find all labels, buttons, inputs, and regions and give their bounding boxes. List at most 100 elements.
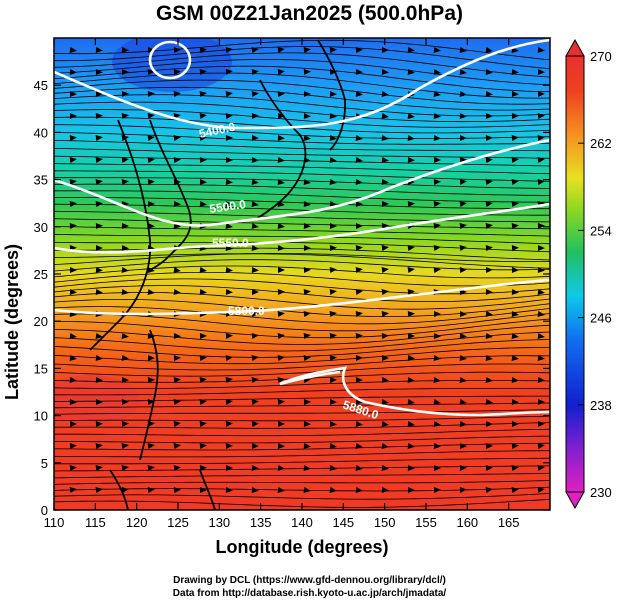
flow-arrow (485, 69, 493, 75)
flow-arrow (251, 179, 259, 185)
flow-arrow (69, 421, 77, 427)
flow-arrow (199, 69, 207, 75)
flow-arrow (277, 113, 285, 119)
flow-arrow (303, 311, 311, 317)
flow-arrow (459, 201, 467, 207)
flow-arrow (303, 355, 311, 361)
flow-arrow (459, 135, 467, 141)
flow-arrow (511, 443, 519, 449)
warm-patch (54, 375, 140, 425)
y-tick-label: 35 (34, 173, 48, 188)
flow-arrow (303, 245, 311, 251)
streamline (54, 72, 550, 99)
flow-arrow (407, 201, 415, 207)
flow-arrow (199, 47, 207, 53)
flow-arrow (277, 267, 285, 273)
x-tick-label: 140 (291, 515, 313, 530)
streamline (54, 52, 550, 78)
flow-arrow (121, 47, 129, 53)
flow-arrow (537, 69, 545, 75)
flow-arrow (121, 245, 129, 251)
flow-arrow (121, 179, 129, 185)
flow-arrow (147, 201, 155, 207)
flow-arrow (329, 113, 337, 119)
colorbar-bottom-triangle (565, 491, 585, 510)
flow-arrow (459, 355, 467, 361)
streamline (54, 493, 550, 500)
x-tick-label: 160 (456, 515, 478, 530)
flow-arrow (251, 465, 259, 471)
flow-arrow (485, 487, 493, 493)
flow-arrow (95, 443, 103, 449)
flow-arrow (459, 311, 467, 317)
flow-arrow (147, 487, 155, 493)
streamline (54, 292, 550, 310)
flow-arrow (199, 421, 207, 427)
flow-arrow (381, 465, 389, 471)
flow-arrow (303, 47, 311, 53)
flow-arrow (537, 443, 545, 449)
flow-arrow (173, 443, 181, 449)
flow-arrow (407, 157, 415, 163)
x-tick-label: 150 (374, 515, 396, 530)
streamline (54, 285, 550, 302)
y-tick-label: 15 (34, 361, 48, 376)
flow-arrow (199, 443, 207, 449)
flow-arrow (277, 355, 285, 361)
flow-arrow (355, 311, 363, 317)
streamline (54, 46, 550, 70)
x-tick-label: 145 (332, 515, 354, 530)
flow-arrow (121, 69, 129, 75)
flow-arrow (355, 465, 363, 471)
flow-arrow (511, 289, 519, 295)
streamline (54, 253, 550, 265)
flow-arrow (329, 465, 337, 471)
flow-arrow (303, 223, 311, 229)
flow-arrow (277, 487, 285, 493)
flow-arrow (173, 377, 181, 383)
flow-arrow (95, 179, 103, 185)
x-tick-label: 115 (85, 515, 106, 530)
flow-arrow (147, 91, 155, 97)
flow-arrow (511, 311, 519, 317)
flow-arrow (173, 201, 181, 207)
flow-arrow (303, 113, 311, 119)
flow-arrow (303, 201, 311, 207)
flow-arrow (511, 245, 519, 251)
map-title: GSM 00Z21Jan2025 (500.0hPa) (155, 2, 463, 25)
flow-arrow (199, 465, 207, 471)
flow-arrow (381, 267, 389, 273)
streamline (54, 480, 550, 485)
flow-arrow (95, 333, 103, 339)
coastlines (89, 39, 346, 510)
flow-arrow (277, 135, 285, 141)
streamline (54, 226, 550, 237)
flow-arrow (511, 399, 519, 405)
flow-arrow (173, 465, 181, 471)
credit-data: Data from http://database.rish.kyoto-u.a… (172, 588, 447, 599)
flow-arrow (225, 69, 233, 75)
flow-arrow (511, 487, 519, 493)
flow-arrow (225, 91, 233, 97)
flow-arrow (69, 377, 77, 383)
flow-arrow (251, 47, 259, 53)
streamline (54, 259, 550, 272)
flow-arrow (511, 421, 519, 427)
flow-arrow (485, 245, 493, 251)
flow-arrow (251, 289, 259, 295)
flow-arrow (147, 47, 155, 53)
colorbar-tick-label: 270 (590, 49, 612, 64)
x-tick-label: 130 (208, 515, 230, 530)
flow-arrow (355, 47, 363, 53)
streamline (54, 79, 550, 105)
flow-arrow (537, 245, 545, 251)
streamline (54, 457, 550, 465)
flow-arrow (329, 91, 337, 97)
flow-arrow (433, 267, 441, 273)
flow-arrow (511, 201, 519, 207)
streamline (54, 402, 550, 409)
flow-arrow (355, 443, 363, 449)
flow-arrow (303, 487, 311, 493)
flow-arrow (355, 201, 363, 207)
flow-arrow (459, 465, 467, 471)
